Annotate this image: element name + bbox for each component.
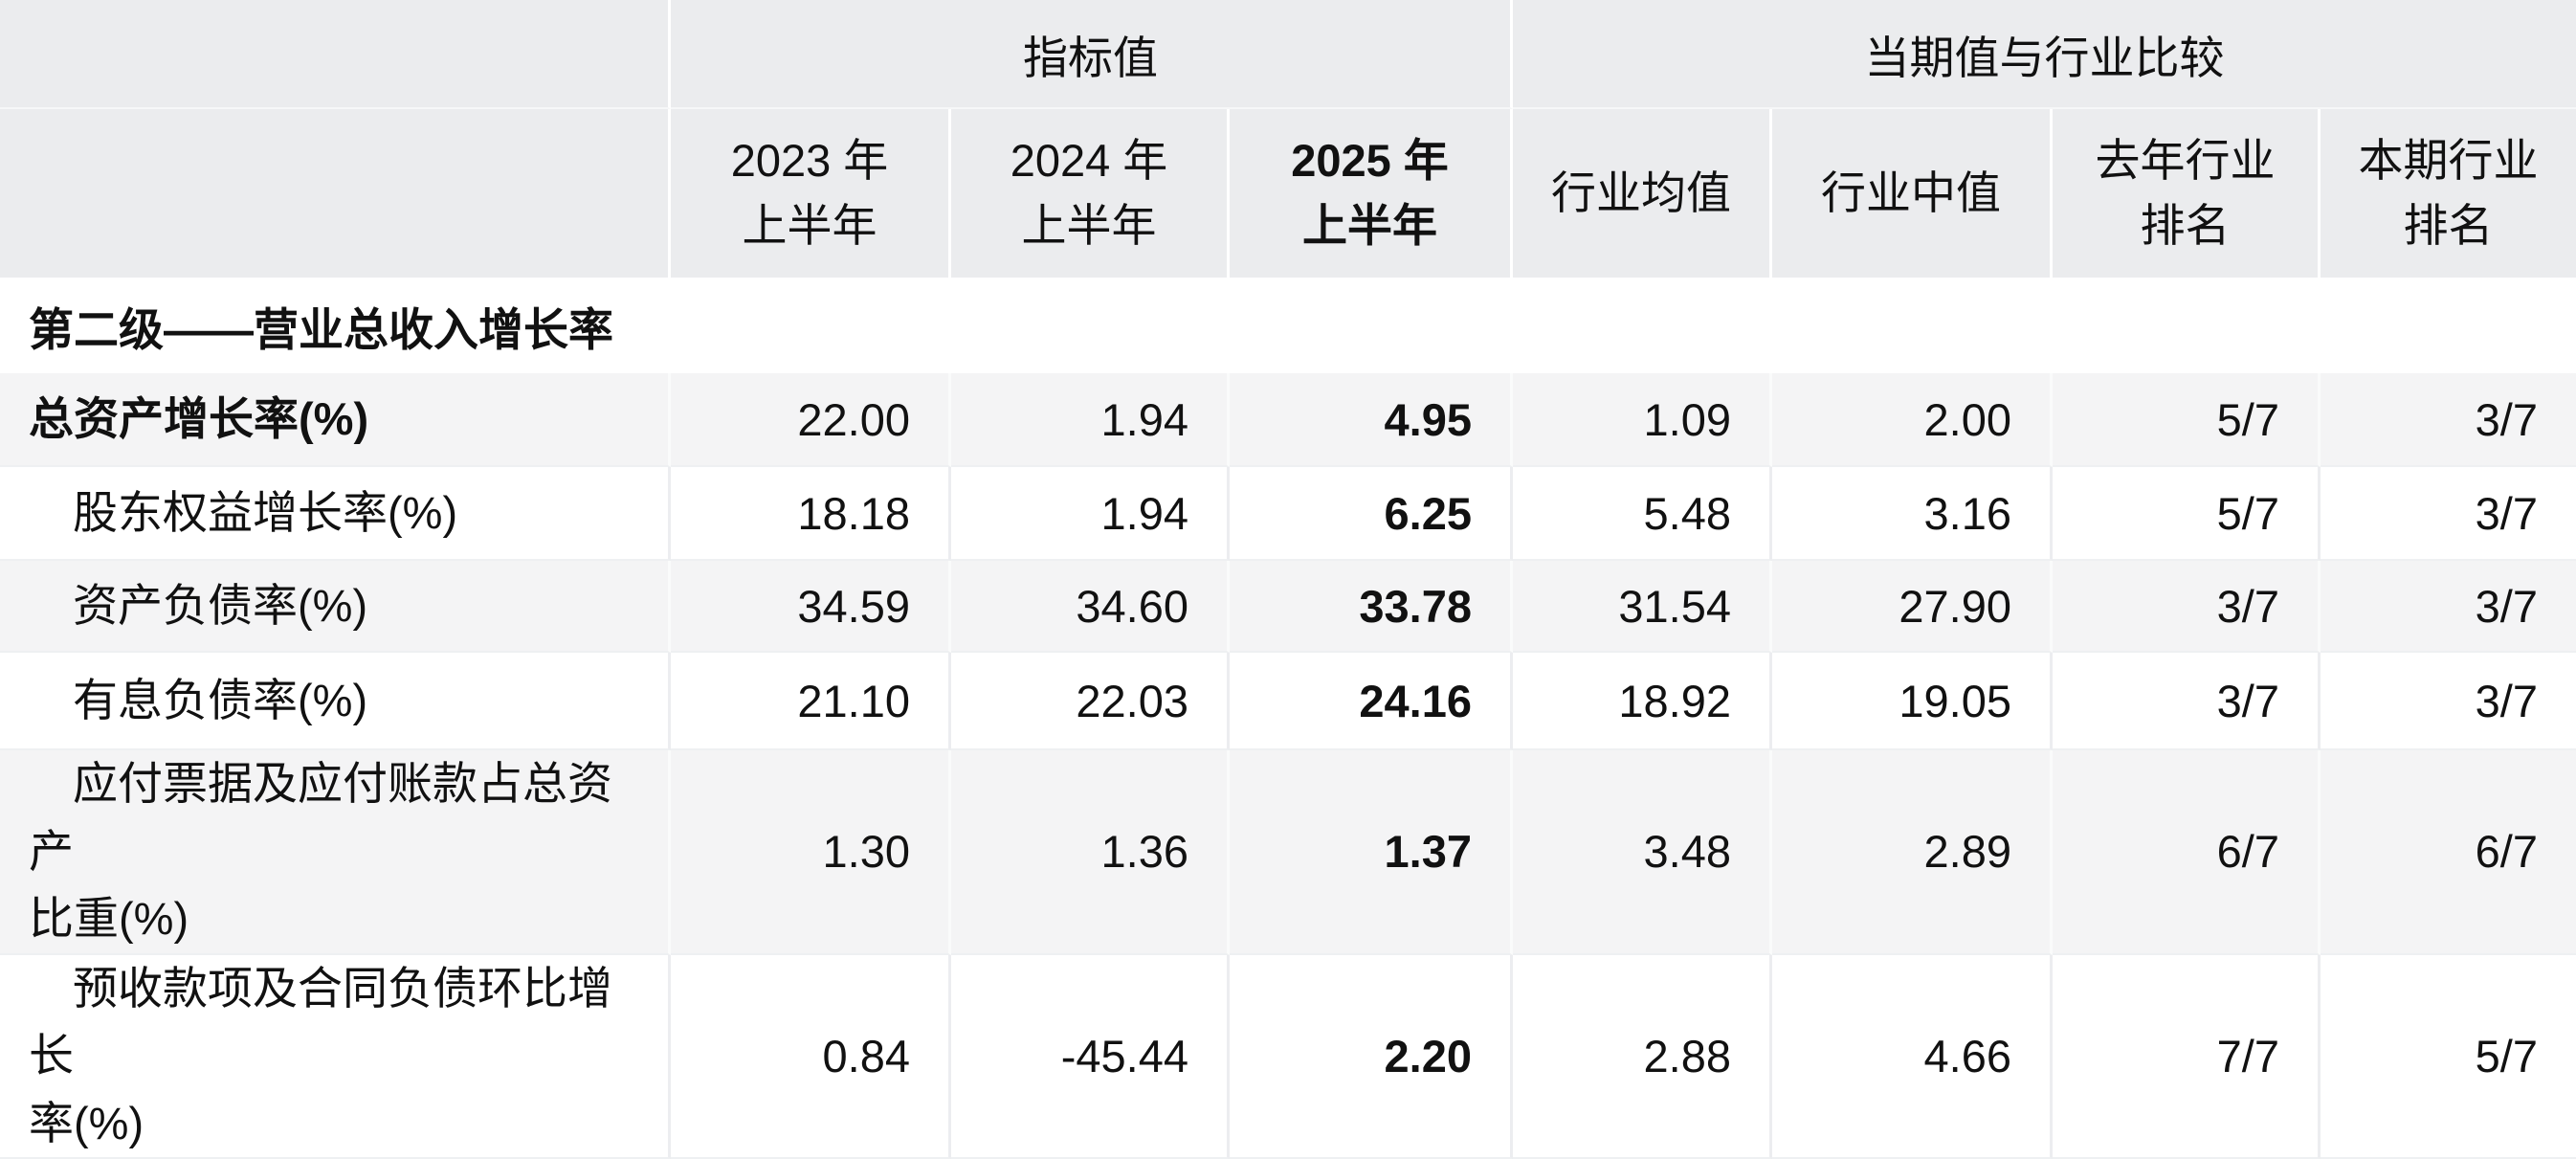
value-cell: 22.00 (671, 373, 951, 467)
group-header-indicator-value: 指标值 (671, 0, 1513, 109)
column-header-row: 2023 年 上半年 2024 年 上半年 2025 年 上半年 行业均值 行业… (0, 109, 2576, 278)
col-header-last-year-rank: 去年行业 排名 (2053, 109, 2321, 278)
value-cell: 3/7 (2321, 561, 2576, 653)
value-cell: 21.10 (671, 653, 951, 750)
value-cell: 6.25 (1230, 467, 1513, 561)
value-cell: 3/7 (2321, 373, 2576, 467)
value-cell: 33.78 (1230, 561, 1513, 653)
value-cell: 31.54 (1513, 561, 1772, 653)
value-cell: 1.94 (951, 467, 1230, 561)
value-cell: 34.59 (671, 561, 951, 653)
value-cell: 18.92 (1513, 653, 1772, 750)
table-row: 有息负债率(%) 21.10 22.03 24.16 18.92 19.05 3… (0, 653, 2576, 750)
table-row: 预收款项及合同负债环比增长 率(%) 0.84 -45.44 2.20 2.88… (0, 955, 2576, 1159)
value-cell: 5.48 (1513, 467, 1772, 561)
value-cell: 4.95 (1230, 373, 1513, 467)
value-cell: 22.03 (951, 653, 1230, 750)
value-cell: 3.16 (1772, 467, 2053, 561)
corner-cell-lower (0, 109, 671, 278)
corner-cell (0, 0, 671, 109)
value-cell: 1.36 (951, 750, 1230, 955)
row-label: 资产负债率(%) (0, 561, 671, 653)
value-cell: -45.44 (951, 955, 1230, 1159)
value-cell: 2.20 (1230, 955, 1513, 1159)
value-cell: 3.48 (1513, 750, 1772, 955)
col-header-current-rank: 本期行业 排名 (2321, 109, 2576, 278)
col-header-industry-mean: 行业均值 (1513, 109, 1772, 278)
col-header-2024-h1: 2024 年 上半年 (951, 109, 1230, 278)
table-row: 股东权益增长率(%) 18.18 1.94 6.25 5.48 3.16 5/7… (0, 467, 2576, 561)
row-label: 预收款项及合同负债环比增长 率(%) (0, 955, 671, 1159)
value-cell: 2.88 (1513, 955, 1772, 1159)
value-cell: 1.09 (1513, 373, 1772, 467)
value-cell: 1.30 (671, 750, 951, 955)
value-cell: 6/7 (2053, 750, 2321, 955)
value-cell: 24.16 (1230, 653, 1513, 750)
col-header-industry-median: 行业中值 (1772, 109, 2053, 278)
value-cell: 3/7 (2053, 561, 2321, 653)
value-cell: 0.84 (671, 955, 951, 1159)
table-row: 应付票据及应付账款占总资产 比重(%) 1.30 1.36 1.37 3.48 … (0, 750, 2576, 955)
value-cell: 3/7 (2053, 653, 2321, 750)
value-cell: 5/7 (2053, 467, 2321, 561)
table-row: 资产负债率(%) 34.59 34.60 33.78 31.54 27.90 3… (0, 561, 2576, 653)
value-cell: 5/7 (2053, 373, 2321, 467)
value-cell: 34.60 (951, 561, 1230, 653)
value-cell: 7/7 (2053, 955, 2321, 1159)
value-cell: 5/7 (2321, 955, 2576, 1159)
value-cell: 2.00 (1772, 373, 2053, 467)
col-header-2023-h1: 2023 年 上半年 (671, 109, 951, 278)
row-label: 有息负债率(%) (0, 653, 671, 750)
value-cell: 3/7 (2321, 467, 2576, 561)
value-cell: 2.89 (1772, 750, 2053, 955)
section-title: 第二级——营业总收入增长率 (0, 278, 2576, 373)
row-label: 总资产增长率(%) (0, 373, 671, 467)
value-cell: 4.66 (1772, 955, 2053, 1159)
row-label: 股东权益增长率(%) (0, 467, 671, 561)
value-cell: 3/7 (2321, 653, 2576, 750)
group-header-industry-comparison: 当期值与行业比较 (1513, 0, 2576, 109)
section-header-row: 第二级——营业总收入增长率 (0, 278, 2576, 373)
group-header-row: 指标值 当期值与行业比较 (0, 0, 2576, 109)
table-row: 总资产增长率(%) 22.00 1.94 4.95 1.09 2.00 5/7 … (0, 373, 2576, 467)
col-header-2025-h1: 2025 年 上半年 (1230, 109, 1513, 278)
row-label: 应付票据及应付账款占总资产 比重(%) (0, 750, 671, 955)
value-cell: 1.94 (951, 373, 1230, 467)
value-cell: 18.18 (671, 467, 951, 561)
value-cell: 19.05 (1772, 653, 2053, 750)
value-cell: 6/7 (2321, 750, 2576, 955)
value-cell: 27.90 (1772, 561, 2053, 653)
value-cell: 1.37 (1230, 750, 1513, 955)
